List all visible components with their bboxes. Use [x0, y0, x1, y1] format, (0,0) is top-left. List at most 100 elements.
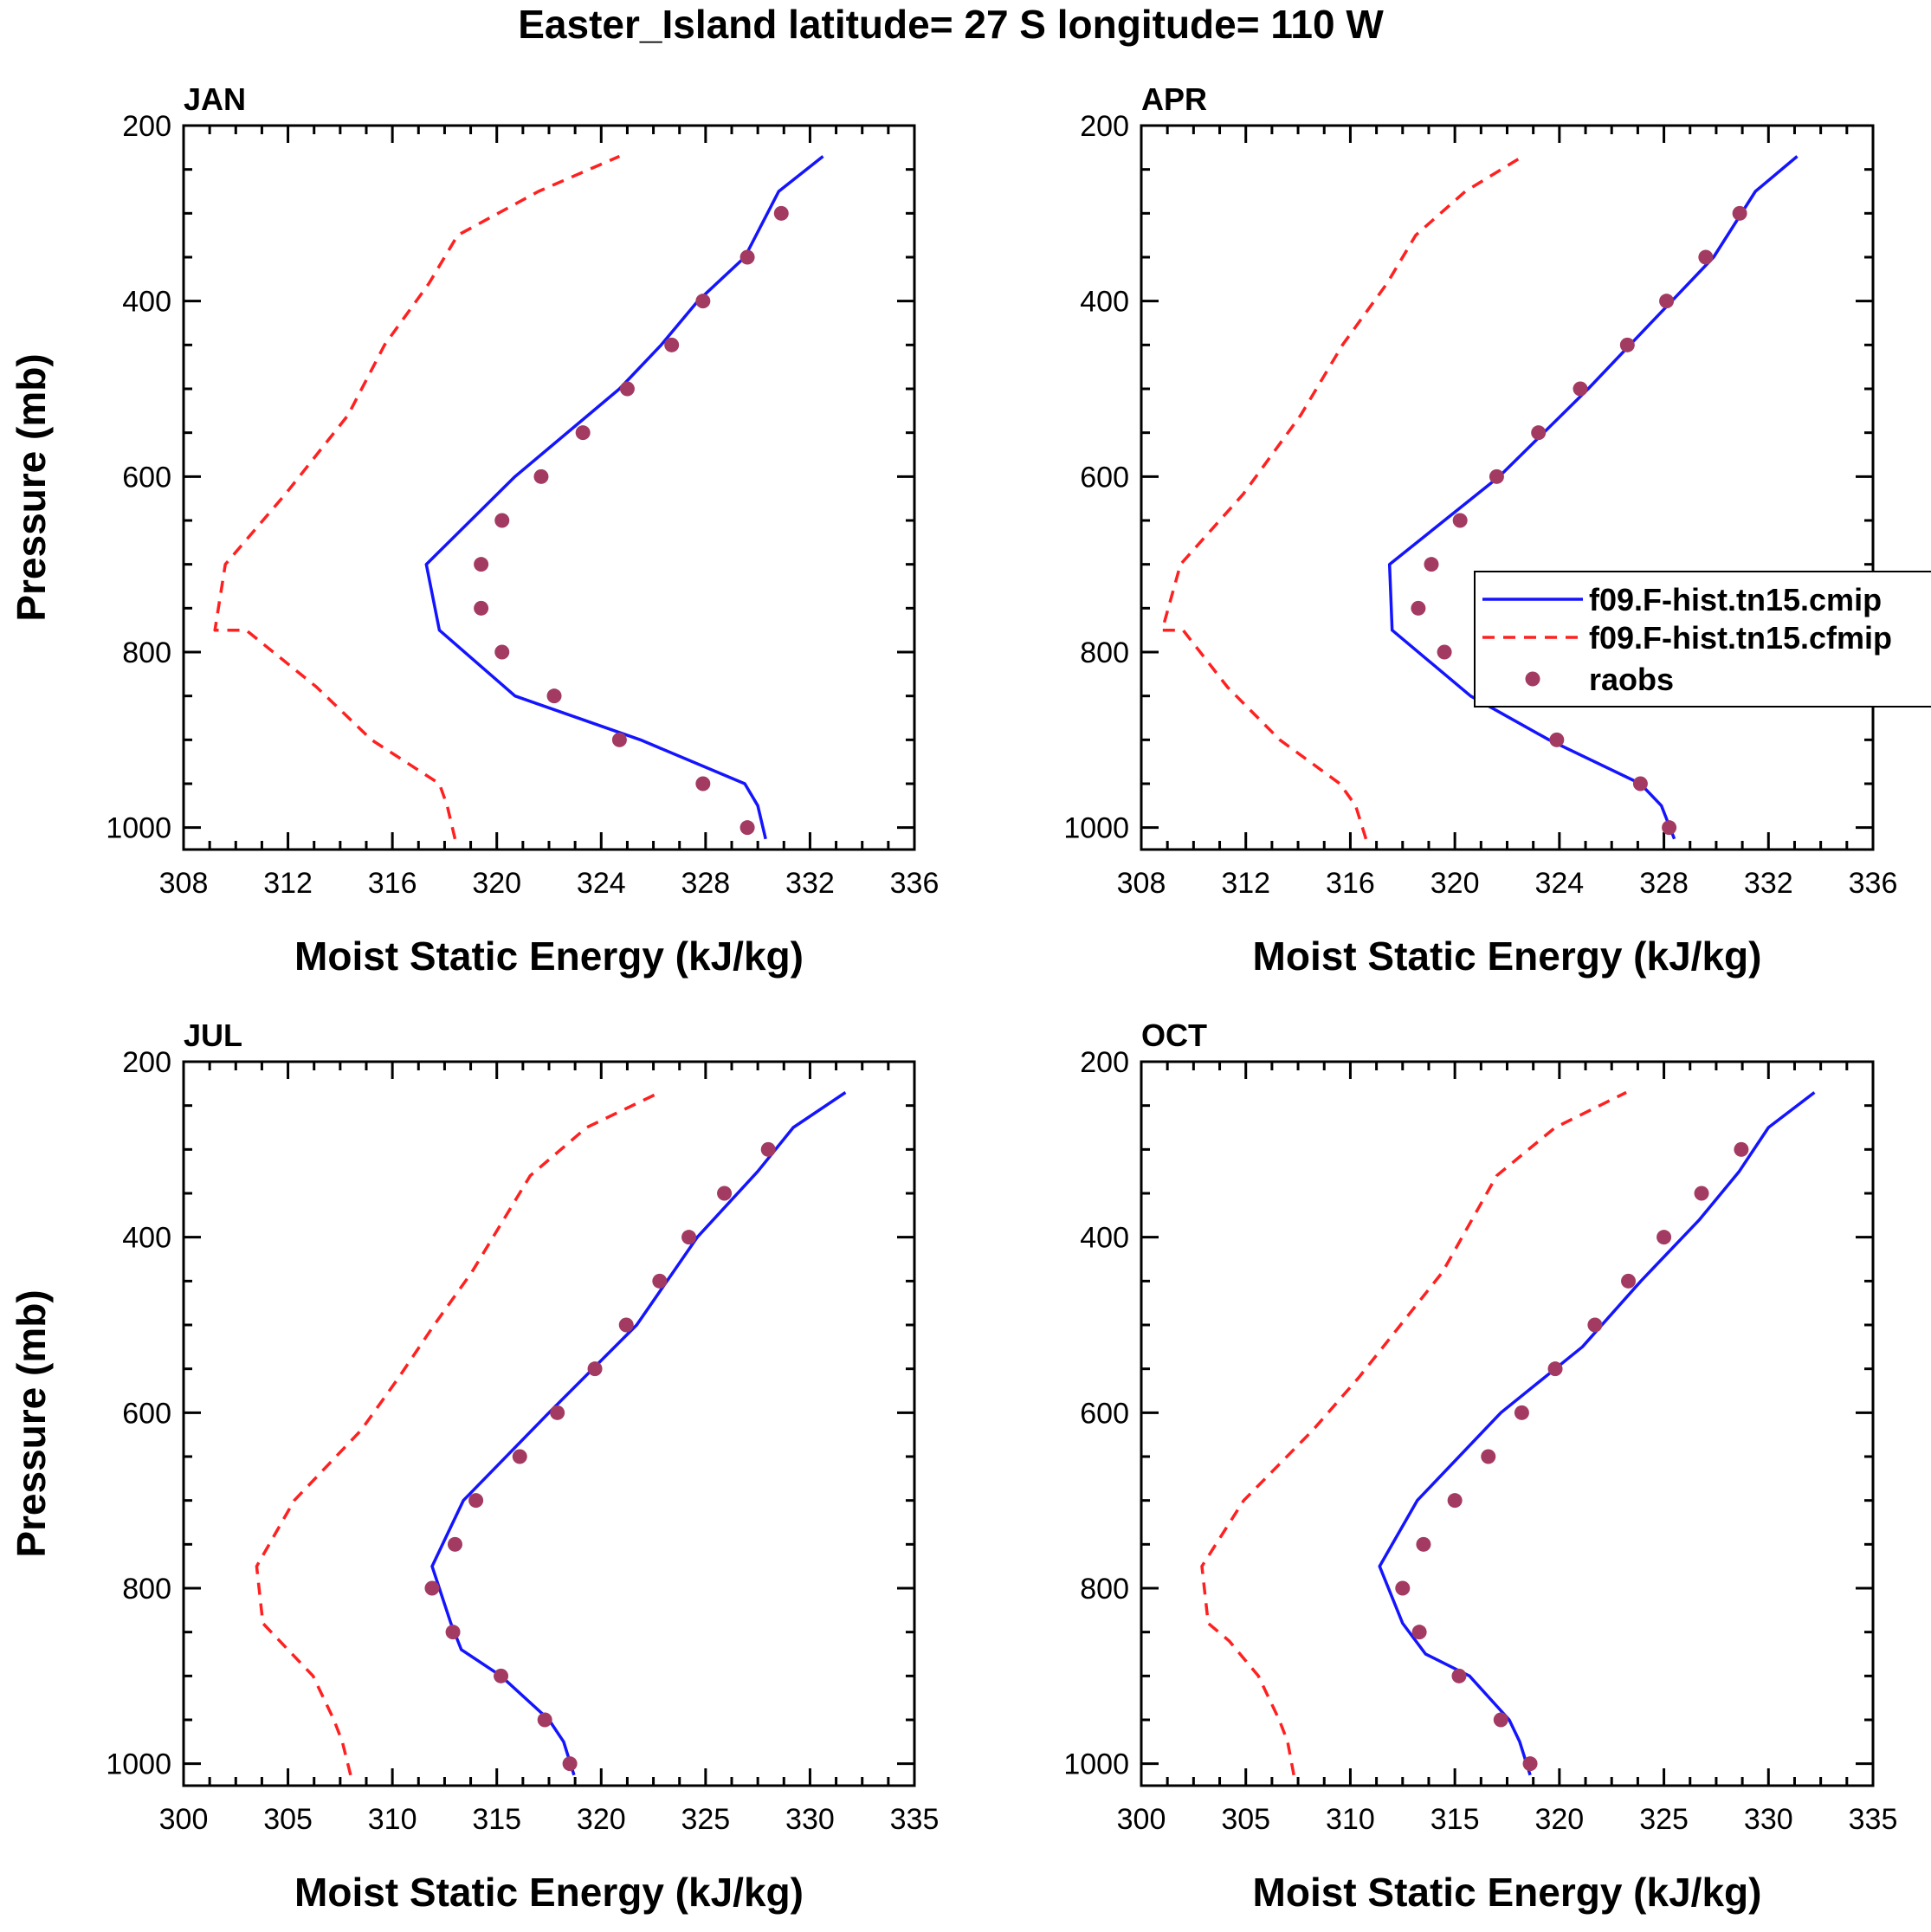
raobs-point — [1411, 1625, 1427, 1640]
raobs-point — [1632, 776, 1648, 792]
raobs-point — [618, 1317, 634, 1333]
raobs-point — [611, 732, 627, 747]
x-tick-label: 305 — [263, 1803, 313, 1836]
y-tick-label: 400 — [122, 286, 171, 319]
x-tick-label: 328 — [681, 867, 730, 900]
panel-apr: 308 312 316 320 324 328 332 336 200 400 600 800 1000… — [1063, 81, 1931, 979]
x-tick-label: 316 — [368, 867, 417, 900]
y-axis-label: Pressure (mb) — [9, 1289, 54, 1557]
cmip-line — [424, 155, 824, 840]
x-tick-label: 315 — [1430, 1803, 1480, 1836]
panel-oct-title: OCT — [1141, 1018, 1207, 1053]
raobs-point — [1547, 1361, 1563, 1377]
y-tick-label: 600 — [122, 461, 171, 494]
raobs-point — [533, 468, 549, 484]
x-tick-label: 320 — [577, 1803, 626, 1836]
x-tick-label: 316 — [1326, 867, 1375, 900]
legend-raobs-marker — [1525, 671, 1540, 687]
raobs-point — [1489, 468, 1504, 484]
x-tick-label: 300 — [159, 1803, 209, 1836]
x-tick-label: 332 — [1744, 867, 1793, 900]
raobs-point — [695, 294, 711, 309]
legend: f09.F-hist.tn15.cmipf09.F-hist.tn15.cfmi… — [1474, 571, 1931, 708]
panel-jan-title: JAN — [184, 81, 246, 117]
x-tick-label: 310 — [368, 1803, 417, 1836]
raobs-point — [546, 688, 562, 704]
raobs-point — [1531, 425, 1547, 441]
panel-jul-title: JUL — [184, 1018, 242, 1053]
raobs-point — [1437, 644, 1452, 660]
raobs-point — [1452, 513, 1468, 528]
raobs-point — [1447, 1493, 1463, 1509]
x-axis-label: Moist Static Energy (kJ/kg) — [294, 934, 804, 979]
raobs-point — [1587, 1317, 1603, 1333]
raobs-point — [1657, 1230, 1672, 1245]
x-tick-label: 300 — [1117, 1803, 1166, 1836]
x-tick-label: 325 — [681, 1803, 730, 1836]
y-tick-label: 1000 — [106, 812, 171, 845]
panel-jan-frame — [182, 124, 916, 851]
x-tick-label: 320 — [1534, 1803, 1584, 1836]
y-tick-label: 800 — [1080, 636, 1129, 669]
y-tick-label: 1000 — [1063, 812, 1129, 845]
raobs-point — [760, 1141, 776, 1157]
raobs-point — [474, 557, 489, 572]
panel-oct-frame — [1140, 1060, 1875, 1787]
raobs-point — [474, 600, 489, 616]
panels: 308 312 316 320 324 328 332 336 200 400 600 800 1000… — [9, 81, 1931, 1915]
raobs-point — [1698, 249, 1714, 265]
raobs-point — [1694, 1186, 1709, 1201]
y-tick-label: 800 — [1080, 1573, 1129, 1606]
raobs-point — [562, 1756, 578, 1772]
raobs-point — [494, 644, 510, 660]
raobs-point — [1395, 1580, 1411, 1596]
y-tick-label: 600 — [1080, 461, 1129, 494]
raobs-point — [652, 1273, 668, 1289]
raobs-point — [1481, 1449, 1496, 1464]
y-tick-label: 600 — [122, 1397, 171, 1430]
x-tick-label: 332 — [785, 867, 835, 900]
raobs-point — [424, 1580, 440, 1596]
x-tick-label: 335 — [1849, 1803, 1898, 1836]
raobs-point — [1424, 557, 1439, 572]
x-axis-label: Moist Static Energy (kJ/kg) — [1253, 934, 1762, 979]
cfmip-line — [1160, 155, 1524, 840]
cfmip-line — [255, 1090, 661, 1776]
raobs-point — [717, 1186, 733, 1201]
raobs-point — [494, 513, 510, 528]
x-tick-label: 324 — [577, 867, 626, 900]
x-axis-label: Moist Static Energy (kJ/kg) — [1253, 1870, 1762, 1915]
raobs-point — [664, 337, 680, 352]
raobs-point — [1662, 820, 1677, 836]
legend-label: f09.F-hist.tn15.cmip — [1589, 582, 1882, 617]
y-tick-label: 800 — [122, 1573, 171, 1606]
y-tick-label: 200 — [122, 1046, 171, 1079]
x-tick-label: 336 — [1849, 867, 1898, 900]
raobs-point — [1493, 1712, 1508, 1728]
legend-box — [1474, 571, 1931, 708]
y-tick-label: 200 — [122, 110, 171, 143]
panel-jan: 308 312 316 320 324 328 332 336 200 400 600 800 1000… — [9, 81, 939, 979]
panel-apr-title: APR — [1141, 81, 1207, 117]
y-tick-label: 1000 — [1063, 1748, 1129, 1781]
raobs-point — [695, 776, 711, 792]
cmip-line — [1387, 155, 1799, 840]
raobs-point — [773, 205, 789, 221]
y-tick-label: 600 — [1080, 1397, 1129, 1430]
y-tick-label: 400 — [1080, 1222, 1129, 1255]
legend-label: f09.F-hist.tn15.cfmip — [1589, 620, 1892, 656]
raobs-point — [739, 249, 755, 265]
raobs-point — [1734, 1141, 1749, 1157]
x-tick-label: 324 — [1534, 867, 1584, 900]
cfmip-line — [213, 154, 621, 840]
x-tick-label: 312 — [1221, 867, 1270, 900]
panel-jul-frame — [182, 1060, 916, 1787]
x-tick-label: 328 — [1639, 867, 1689, 900]
panel-jul: 300 305 310 315 320 325 330 335 200 400 600 800 1000… — [9, 1018, 939, 1915]
y-tick-label: 1000 — [106, 1748, 171, 1781]
x-tick-label: 312 — [263, 867, 313, 900]
cmip-line — [1378, 1091, 1816, 1776]
raobs-point — [537, 1712, 552, 1728]
panel-oct: 300 305 310 315 320 325 330 335 200 400 600 800 1000… — [1063, 1018, 1897, 1915]
